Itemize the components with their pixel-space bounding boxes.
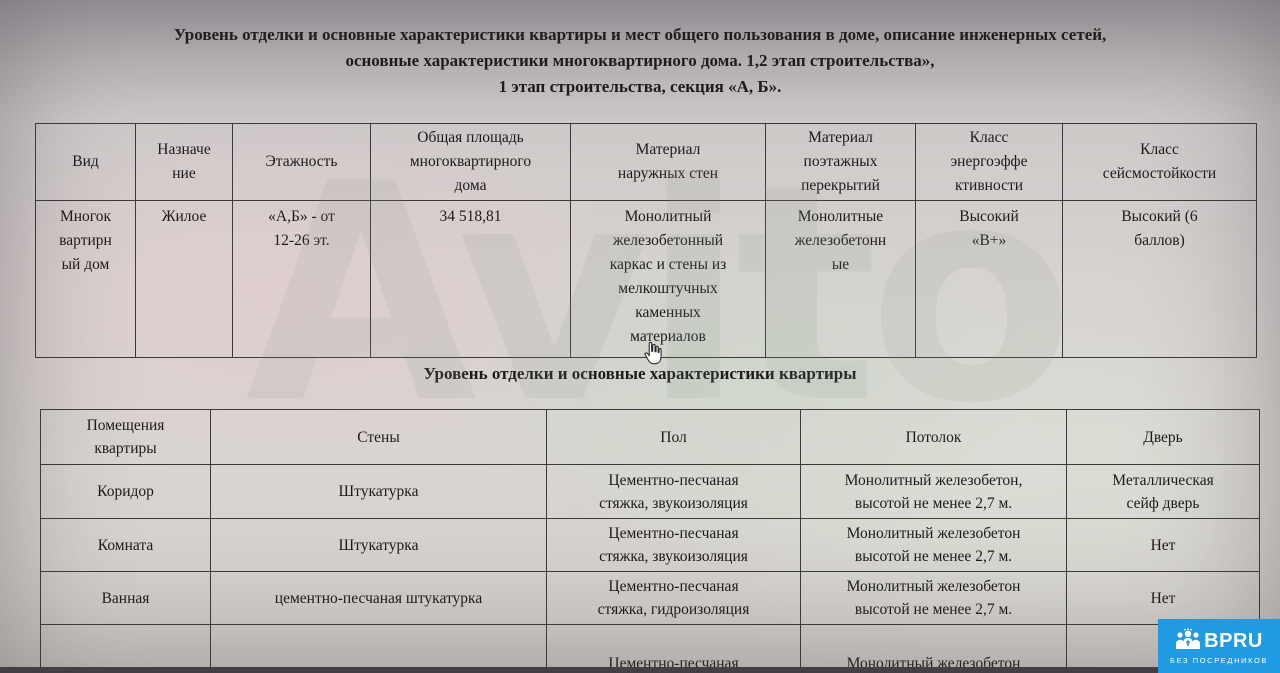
cell-energy-class: Высокий «В+» [915,200,1063,358]
apartment-section-title: Уровень отделки и основные характеристик… [423,364,857,383]
cell-door: Нет [1066,571,1260,625]
finish-table-header-row: Помещения квартиры Стены Пол Потолок Две… [40,409,1260,465]
header-rooms: Помещения квартиры [40,409,211,465]
bpru-logo-subtitle: БЕЗ ПОСРЕДНИКОВ [1169,655,1269,665]
header-door: Дверь [1066,409,1260,465]
cell-floor: Цементно-песчаная стяжка, звукоизоляция [546,464,801,519]
table-row-komnata: Комната Штукатурка Цементно-песчаная стя… [40,518,1260,572]
cell-etazhnost: «А,Б» - от 12-26 эт. [232,200,371,358]
cell-seismic-class: Высокий (6 баллов) [1062,200,1257,358]
table-row-vannaya: Ванная цементно-песчаная штукатурка Цеме… [40,571,1260,625]
people-lock-icon [1175,627,1201,655]
document-title: Уровень отделки и основные характеристик… [20,22,1260,100]
building-table-data-row: Многок вартирн ый дом Жилое «А,Б» - от 1… [35,200,1257,358]
title-line-2: основные характеристики многоквартирного… [345,51,935,70]
cell-wall-material: Монолитный железобетонный каркас и стены… [570,200,766,358]
title-line-3: 1 этап строительства, секция «А, Б». [498,77,782,96]
hand-cursor-icon [641,341,663,371]
cell-ceiling: Монолитный железобетон высотой не менее … [800,571,1067,625]
cell-room: Комната [40,518,211,572]
cell-ceiling: Монолитный железобетон высотой не менее … [800,518,1067,572]
bpru-logo-row: BPRU [1175,627,1263,655]
cell-floor-material: Монолитные железобетонн ые [765,200,916,358]
header-floor-material: Материал поэтажных перекрытий [765,123,916,201]
cell-room: Коридор [40,464,211,519]
cell-door: Металлическая сейф дверь [1066,464,1260,519]
table-row-su: С/У цементно-песчаная штукатурка. Цемент… [40,624,1260,673]
cell-door: Нет [1066,518,1260,572]
cell-total-area: 34 518,81 [370,200,571,358]
building-characteristics-table: Вид Назначе ние Этажность Общая площадь … [35,123,1257,358]
header-wall-material: Материал наружных стен [570,123,766,201]
title-line-1: Уровень отделки и основные характеристик… [173,25,1107,44]
header-energy-class: Класс энергоэффе ктивности [915,123,1063,201]
header-naznachenie: Назначе ние [135,123,233,201]
cell-room: Ванная [40,571,211,625]
cell-naznachenie: Жилое [135,200,233,358]
cell-room: С/У [40,624,211,673]
table-row-koridor: Коридор Штукатурка Цементно-песчаная стя… [40,464,1260,519]
header-vid: Вид [35,123,136,201]
cell-ceiling: Монолитный железобетон, высотой не менее… [800,464,1067,519]
cell-floor: Цементно-песчаная стяжка, гидроизоляция [546,624,801,673]
cell-walls: Штукатурка [210,464,547,519]
cell-floor: Цементно-песчаная стяжка, звукоизоляция [546,518,801,572]
header-floor: Пол [546,409,801,465]
header-etazhnost: Этажность [232,123,371,201]
apartment-finish-table: Помещения квартиры Стены Пол Потолок Две… [40,409,1260,673]
header-walls: Стены [210,409,547,465]
header-total-area: Общая площадь многоквартирного дома [370,123,571,201]
bpru-logo-text: BPRU [1204,629,1263,652]
cell-vid: Многок вартирн ый дом [35,200,136,358]
cell-walls: Штукатурка [210,518,547,572]
header-ceiling: Потолок [800,409,1067,465]
cell-walls: цементно-песчаная штукатурка. [210,624,547,673]
cell-floor: Цементно-песчаная стяжка, гидроизоляция [546,571,801,625]
building-table-header-row: Вид Назначе ние Этажность Общая площадь … [35,123,1257,201]
cell-walls: цементно-песчаная штукатурка [210,571,547,625]
cell-ceiling: Монолитный железобетон высотой не менее … [800,624,1067,673]
photo-bottom-edge [0,667,1280,673]
bpru-logo-badge: BPRU БЕЗ ПОСРЕДНИКОВ [1158,619,1280,673]
header-seismic-class: Класс сейсмостойкости [1062,123,1257,201]
